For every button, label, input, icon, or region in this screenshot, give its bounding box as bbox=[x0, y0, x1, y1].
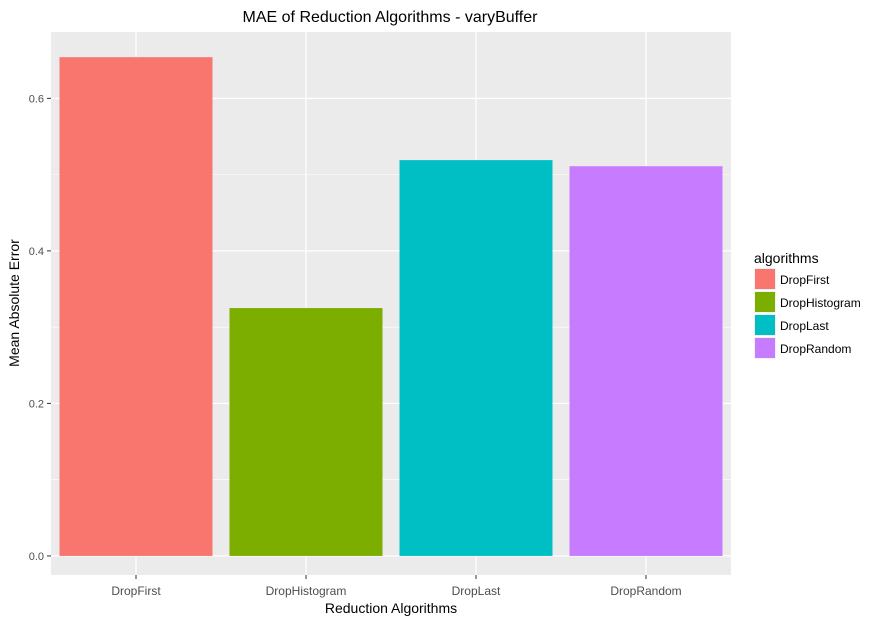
x-tick-label: DropRandom bbox=[610, 584, 681, 598]
y-tick-label: 0.6 bbox=[29, 93, 44, 105]
legend-swatch bbox=[755, 338, 775, 358]
x-axis-label: Reduction Algorithms bbox=[325, 600, 457, 616]
legend-swatch bbox=[755, 269, 775, 289]
y-axis: 0.0 0.2 0.4 0.6 bbox=[29, 93, 51, 563]
legend-swatch bbox=[755, 315, 775, 335]
legend-title: algorithms bbox=[754, 250, 819, 266]
legend-label: DropFirst bbox=[780, 273, 830, 287]
bars-group bbox=[59, 57, 723, 556]
bar-dropfirst bbox=[59, 57, 213, 556]
y-tick-label: 0.4 bbox=[29, 246, 44, 258]
legend-label: DropHistogram bbox=[780, 296, 861, 310]
legend: algorithms DropFirst DropHistogram DropLas… bbox=[754, 250, 861, 359]
legend-items: DropFirst DropHistogram DropLast DropRandom bbox=[754, 268, 861, 359]
x-tick-label: DropFirst bbox=[111, 584, 161, 598]
legend-label: DropRandom bbox=[780, 342, 851, 356]
chart-title: MAE of Reduction Algorithms - varyBuffer bbox=[243, 9, 539, 26]
y-axis-label: Mean Absolute Error bbox=[6, 239, 22, 367]
legend-swatch bbox=[755, 292, 775, 312]
x-axis: DropFirst DropHistogram DropLast DropRandom bbox=[111, 575, 682, 598]
y-tick-label: 0.2 bbox=[29, 398, 44, 410]
x-tick-label: DropHistogram bbox=[266, 584, 347, 598]
bar-droprandom bbox=[569, 166, 723, 556]
legend-label: DropLast bbox=[780, 319, 829, 333]
y-tick-label: 0.0 bbox=[29, 551, 44, 563]
x-tick-label: DropLast bbox=[452, 584, 501, 598]
bar-drophistogram bbox=[229, 308, 383, 556]
bar-droplast bbox=[399, 160, 553, 556]
